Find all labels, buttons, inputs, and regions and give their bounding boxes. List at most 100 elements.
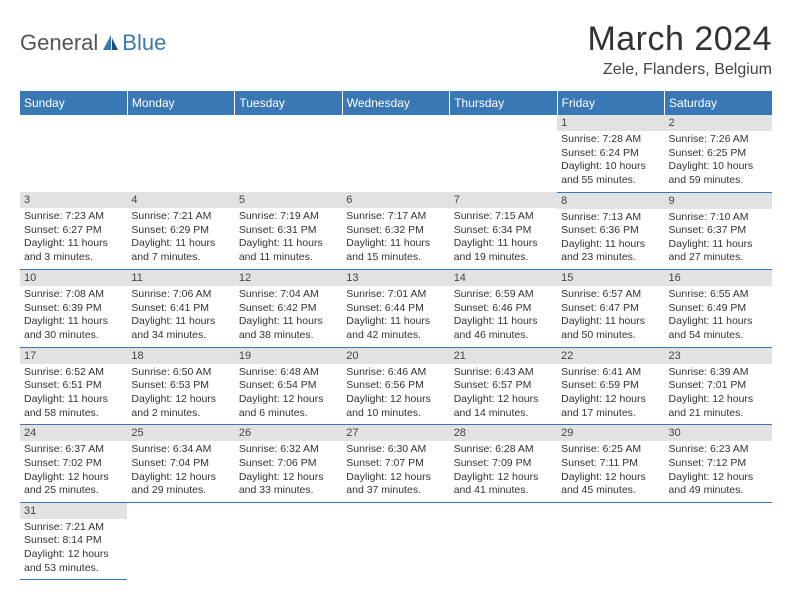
calendar-cell: 16Sunrise: 6:55 AMSunset: 6:49 PMDayligh…: [665, 270, 772, 348]
calendar-cell: 25Sunrise: 6:34 AMSunset: 7:04 PMDayligh…: [127, 425, 234, 503]
day-number: 18: [127, 348, 234, 364]
day-detail: Sunrise: 6:23 AMSunset: 7:12 PMDaylight:…: [665, 441, 772, 502]
day-detail: Sunrise: 6:57 AMSunset: 6:47 PMDaylight:…: [557, 286, 664, 347]
day-detail: Sunrise: 7:10 AMSunset: 6:37 PMDaylight:…: [665, 209, 772, 270]
calendar-cell: 17Sunrise: 6:52 AMSunset: 6:51 PMDayligh…: [20, 347, 127, 425]
calendar-cell: [235, 502, 342, 580]
day-detail: Sunrise: 6:55 AMSunset: 6:49 PMDaylight:…: [665, 286, 772, 347]
day-detail: Sunrise: 7:23 AMSunset: 6:27 PMDaylight:…: [20, 208, 127, 269]
calendar-cell: 22Sunrise: 6:41 AMSunset: 6:59 PMDayligh…: [557, 347, 664, 425]
day-number: 14: [450, 270, 557, 286]
header: General Blue March 2024 Zele, Flanders, …: [20, 20, 772, 79]
day-detail: Sunrise: 6:52 AMSunset: 6:51 PMDaylight:…: [20, 364, 127, 425]
day-number: 4: [127, 192, 234, 208]
calendar-cell: [20, 115, 127, 192]
day-detail: Sunrise: 7:01 AMSunset: 6:44 PMDaylight:…: [342, 286, 449, 347]
day-number: 30: [665, 425, 772, 441]
day-number: 21: [450, 348, 557, 364]
day-detail: Sunrise: 7:13 AMSunset: 6:36 PMDaylight:…: [557, 209, 664, 270]
calendar-week-row: 24Sunrise: 6:37 AMSunset: 7:02 PMDayligh…: [20, 425, 772, 503]
day-header: Saturday: [665, 91, 772, 115]
day-detail: Sunrise: 6:32 AMSunset: 7:06 PMDaylight:…: [235, 441, 342, 502]
day-detail: Sunrise: 7:15 AMSunset: 6:34 PMDaylight:…: [450, 208, 557, 269]
logo-text-blue: Blue: [122, 30, 166, 56]
logo-text-general: General: [20, 30, 98, 56]
day-header-row: SundayMondayTuesdayWednesdayThursdayFrid…: [20, 91, 772, 115]
calendar-cell: [665, 502, 772, 580]
calendar-cell: 27Sunrise: 6:30 AMSunset: 7:07 PMDayligh…: [342, 425, 449, 503]
calendar-cell: 15Sunrise: 6:57 AMSunset: 6:47 PMDayligh…: [557, 270, 664, 348]
day-detail: Sunrise: 6:50 AMSunset: 6:53 PMDaylight:…: [127, 364, 234, 425]
calendar-cell: 19Sunrise: 6:48 AMSunset: 6:54 PMDayligh…: [235, 347, 342, 425]
calendar-cell: 14Sunrise: 6:59 AMSunset: 6:46 PMDayligh…: [450, 270, 557, 348]
day-detail: Sunrise: 7:21 AMSunset: 6:29 PMDaylight:…: [127, 208, 234, 269]
calendar-cell: 6Sunrise: 7:17 AMSunset: 6:32 PMDaylight…: [342, 192, 449, 270]
calendar-cell: 30Sunrise: 6:23 AMSunset: 7:12 PMDayligh…: [665, 425, 772, 503]
calendar-cell: 10Sunrise: 7:08 AMSunset: 6:39 PMDayligh…: [20, 270, 127, 348]
day-number: 2: [665, 115, 772, 131]
day-detail: Sunrise: 7:04 AMSunset: 6:42 PMDaylight:…: [235, 286, 342, 347]
location: Zele, Flanders, Belgium: [587, 61, 772, 79]
calendar-cell: 12Sunrise: 7:04 AMSunset: 6:42 PMDayligh…: [235, 270, 342, 348]
calendar-cell: 13Sunrise: 7:01 AMSunset: 6:44 PMDayligh…: [342, 270, 449, 348]
day-detail: Sunrise: 6:30 AMSunset: 7:07 PMDaylight:…: [342, 441, 449, 502]
day-header: Sunday: [20, 91, 127, 115]
calendar-body: 1Sunrise: 7:28 AMSunset: 6:24 PMDaylight…: [20, 115, 772, 580]
calendar-cell: 18Sunrise: 6:50 AMSunset: 6:53 PMDayligh…: [127, 347, 234, 425]
calendar-week-row: 17Sunrise: 6:52 AMSunset: 6:51 PMDayligh…: [20, 347, 772, 425]
day-number: 6: [342, 192, 449, 208]
day-detail: Sunrise: 6:37 AMSunset: 7:02 PMDaylight:…: [20, 441, 127, 502]
calendar-cell: 26Sunrise: 6:32 AMSunset: 7:06 PMDayligh…: [235, 425, 342, 503]
month-title: March 2024: [587, 20, 772, 59]
day-number: 7: [450, 192, 557, 208]
day-header: Friday: [557, 91, 664, 115]
day-number: 22: [557, 348, 664, 364]
calendar-cell: 31Sunrise: 7:21 AMSunset: 8:14 PMDayligh…: [20, 502, 127, 580]
calendar-cell: 29Sunrise: 6:25 AMSunset: 7:11 PMDayligh…: [557, 425, 664, 503]
logo: General Blue: [20, 30, 166, 56]
calendar-cell: [450, 502, 557, 580]
calendar-cell: 9Sunrise: 7:10 AMSunset: 6:37 PMDaylight…: [665, 192, 772, 270]
day-number: 15: [557, 270, 664, 286]
calendar-cell: 11Sunrise: 7:06 AMSunset: 6:41 PMDayligh…: [127, 270, 234, 348]
calendar-cell: 23Sunrise: 6:39 AMSunset: 7:01 PMDayligh…: [665, 347, 772, 425]
day-detail: Sunrise: 6:41 AMSunset: 6:59 PMDaylight:…: [557, 364, 664, 425]
calendar-cell: 7Sunrise: 7:15 AMSunset: 6:34 PMDaylight…: [450, 192, 557, 270]
day-detail: Sunrise: 6:39 AMSunset: 7:01 PMDaylight:…: [665, 364, 772, 425]
day-number: 31: [20, 503, 127, 519]
calendar-cell: 1Sunrise: 7:28 AMSunset: 6:24 PMDaylight…: [557, 115, 664, 192]
day-number: 11: [127, 270, 234, 286]
day-detail: Sunrise: 6:59 AMSunset: 6:46 PMDaylight:…: [450, 286, 557, 347]
calendar-week-row: 1Sunrise: 7:28 AMSunset: 6:24 PMDaylight…: [20, 115, 772, 192]
day-header: Thursday: [450, 91, 557, 115]
calendar-cell: 20Sunrise: 6:46 AMSunset: 6:56 PMDayligh…: [342, 347, 449, 425]
day-number: 9: [665, 193, 772, 209]
day-number: 23: [665, 348, 772, 364]
calendar-cell: [342, 502, 449, 580]
calendar-cell: 21Sunrise: 6:43 AMSunset: 6:57 PMDayligh…: [450, 347, 557, 425]
day-number: 1: [557, 115, 664, 131]
day-header: Monday: [127, 91, 234, 115]
calendar-cell: [342, 115, 449, 192]
calendar-week-row: 31Sunrise: 7:21 AMSunset: 8:14 PMDayligh…: [20, 502, 772, 580]
sail-icon: [101, 34, 121, 52]
day-number: 12: [235, 270, 342, 286]
title-block: March 2024 Zele, Flanders, Belgium: [587, 20, 772, 79]
calendar-cell: 28Sunrise: 6:28 AMSunset: 7:09 PMDayligh…: [450, 425, 557, 503]
day-detail: Sunrise: 6:28 AMSunset: 7:09 PMDaylight:…: [450, 441, 557, 502]
day-detail: Sunrise: 7:28 AMSunset: 6:24 PMDaylight:…: [557, 131, 664, 192]
day-detail: Sunrise: 7:17 AMSunset: 6:32 PMDaylight:…: [342, 208, 449, 269]
day-number: 16: [665, 270, 772, 286]
calendar-table: SundayMondayTuesdayWednesdayThursdayFrid…: [20, 91, 772, 580]
day-header: Tuesday: [235, 91, 342, 115]
calendar-cell: [127, 115, 234, 192]
day-detail: Sunrise: 7:26 AMSunset: 6:25 PMDaylight:…: [665, 131, 772, 192]
calendar-cell: 3Sunrise: 7:23 AMSunset: 6:27 PMDaylight…: [20, 192, 127, 270]
calendar-week-row: 3Sunrise: 7:23 AMSunset: 6:27 PMDaylight…: [20, 192, 772, 270]
day-number: 10: [20, 270, 127, 286]
day-number: 26: [235, 425, 342, 441]
day-number: 24: [20, 425, 127, 441]
day-number: 3: [20, 192, 127, 208]
day-detail: Sunrise: 6:46 AMSunset: 6:56 PMDaylight:…: [342, 364, 449, 425]
day-detail: Sunrise: 7:19 AMSunset: 6:31 PMDaylight:…: [235, 208, 342, 269]
